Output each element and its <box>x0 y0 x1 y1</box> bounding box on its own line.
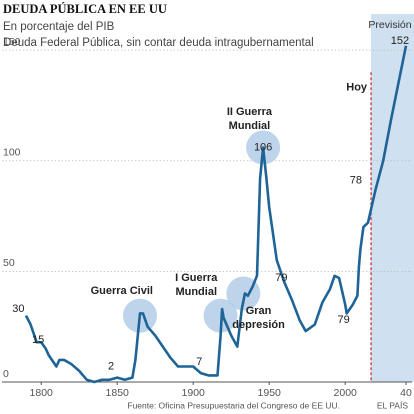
data-line <box>24 45 408 384</box>
annotation: 15 <box>32 334 44 346</box>
annotation: depresión <box>232 319 285 331</box>
subtitle: En porcentaje del PIB <box>3 21 115 33</box>
x-tick-label: 2000 <box>334 387 358 399</box>
annotation: 79 <box>275 272 287 284</box>
y-tick-label: 0 <box>3 368 9 380</box>
x-tick-label: 1800 <box>30 387 54 399</box>
annotation: 2 <box>108 360 114 372</box>
forecast-area <box>371 14 414 382</box>
source: Fuente: Oficina Presupuestaria del Congr… <box>127 400 340 410</box>
y-tick-label: 100 <box>3 147 21 159</box>
chart-title: DEUDA PÚBLICA EN EE UU <box>3 2 167 16</box>
subtitle: Deuda Federal Pública, sin contar deuda … <box>3 37 314 49</box>
x-tick-label: 40 <box>400 387 412 399</box>
annotation: 7 <box>196 356 202 368</box>
x-tick-label: 1900 <box>182 387 206 399</box>
annotation: Mundial <box>229 120 271 132</box>
x-tick-label: 1950 <box>258 387 282 399</box>
annotation: II Guerra <box>227 106 273 118</box>
annotation: 79 <box>338 314 350 326</box>
annotation: Guerra Civil <box>91 285 153 297</box>
today-label: Hoy <box>346 82 368 94</box>
annotation: 152 <box>391 35 409 47</box>
y-tick-label: 50 <box>3 257 15 269</box>
forecast-label: Previsión <box>368 19 411 31</box>
annotation: 30 <box>12 303 24 315</box>
annotation: 78 <box>350 175 362 187</box>
annotation: Gran <box>246 305 272 317</box>
x-tick-label: 1850 <box>106 387 130 399</box>
highlight <box>226 276 261 311</box>
y-tick-label: 150 <box>3 36 21 48</box>
annotation: I Guerra <box>175 272 218 284</box>
annotation: Mundial <box>175 286 217 298</box>
annotation: 106 <box>254 141 272 153</box>
credit: EL PAÍS <box>377 400 409 410</box>
